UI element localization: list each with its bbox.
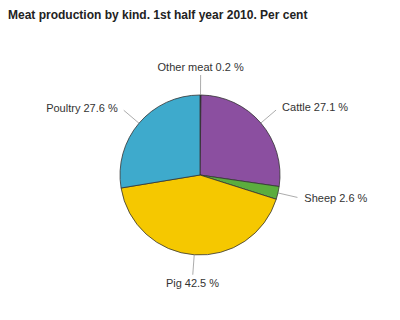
svg-text:Poultry 27.6 %: Poultry 27.6 % [46, 102, 118, 114]
svg-text:Other meat 0.2 %: Other meat 0.2 % [158, 61, 244, 73]
svg-text:Cattle 27.1 %: Cattle 27.1 % [282, 101, 348, 113]
svg-text:Pig 42.5 %: Pig 42.5 % [166, 277, 219, 289]
svg-text:Sheep 2.6 %: Sheep 2.6 % [304, 192, 367, 204]
html-text:Meat production by kind. 1st h: Meat production by kind. 1st half year 2… [8, 8, 308, 22]
